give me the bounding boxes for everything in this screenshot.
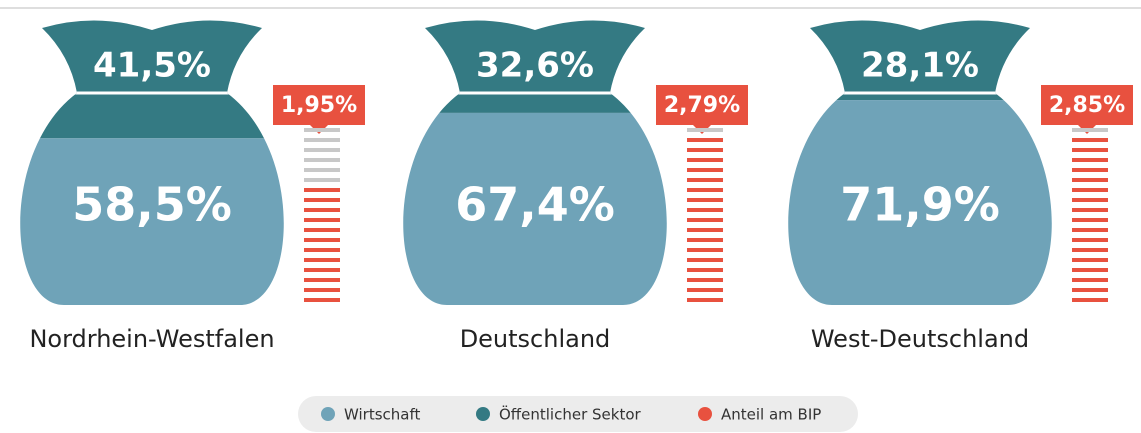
gauge-line [687, 168, 723, 172]
gauge-line [687, 288, 723, 292]
gauge-line [687, 148, 723, 152]
bip-gauge [304, 188, 340, 302]
gauge-line [304, 278, 340, 282]
gauge-line [1072, 258, 1108, 262]
gauge-line [1072, 158, 1108, 162]
legend-label: Wirtschaft [344, 406, 420, 424]
gauge-line [687, 268, 723, 272]
gauge-line [304, 238, 340, 242]
legend-label: Öffentlicher Sektor [499, 405, 642, 424]
gauge-line [304, 268, 340, 272]
gauge-line [304, 128, 340, 132]
gauge-line [1072, 248, 1108, 252]
gauge-line [304, 138, 340, 142]
gauge-line [1072, 178, 1108, 182]
gauge-line [1072, 168, 1108, 172]
legend-box [298, 396, 858, 432]
gauge-line [1072, 228, 1108, 232]
legend-dot [476, 407, 490, 421]
top-value: 32,6% [476, 46, 594, 86]
bottom-value: 58,5% [72, 178, 232, 232]
gauge-line [304, 218, 340, 222]
gauge-line [1072, 128, 1108, 132]
gauge-line [687, 138, 723, 142]
gauge-line [687, 198, 723, 202]
gauge-line [1072, 268, 1108, 272]
gauge-line [304, 248, 340, 252]
gauge-line [687, 178, 723, 182]
gauge-line [1072, 208, 1108, 212]
bottom-value: 71,9% [840, 178, 1000, 232]
gauge-line [304, 168, 340, 172]
gauge-line [304, 188, 340, 192]
bottom-value: 67,4% [455, 178, 615, 232]
gauge-line [304, 158, 340, 162]
gauge-line [687, 188, 723, 192]
bip-gauge-empty [304, 128, 340, 182]
gauge-line [687, 258, 723, 262]
gauge-line [687, 278, 723, 282]
bip-gauge [687, 138, 723, 302]
gauge-line [304, 198, 340, 202]
bip-gauge-empty [1072, 128, 1108, 132]
legend-label: Anteil am BIP [721, 406, 821, 424]
gauge-line [304, 258, 340, 262]
bag-bottom [403, 112, 667, 306]
top-value: 41,5% [93, 46, 211, 86]
bip-gauge [1072, 138, 1108, 302]
bip-badge [1041, 85, 1133, 125]
top-value: 28,1% [861, 46, 979, 86]
gauge-line [1072, 238, 1108, 242]
gauge-line [687, 158, 723, 162]
gauge-line [1072, 218, 1108, 222]
bip-badge [273, 85, 365, 125]
gauge-line [304, 208, 340, 212]
bip-value: 1,95% [281, 93, 357, 118]
gauge-line [687, 128, 723, 132]
gauge-line [1072, 148, 1108, 152]
bip-gauge-empty [687, 128, 723, 132]
gauge-line [304, 298, 340, 302]
gauge-line [1072, 138, 1108, 142]
category-label: Deutschland [460, 325, 611, 353]
gauge-line [1072, 198, 1108, 202]
gauge-line [1072, 288, 1108, 292]
gauge-line [304, 178, 340, 182]
gauge-line [1072, 298, 1108, 302]
gauge-line [304, 288, 340, 292]
gauge-line [687, 218, 723, 222]
bip-value: 2,79% [664, 93, 740, 118]
gauge-line [687, 238, 723, 242]
bag [788, 20, 1052, 306]
legend-dot [698, 407, 712, 421]
gauge-line [687, 228, 723, 232]
bag-bottom [20, 138, 284, 306]
bag-bottom [788, 100, 1052, 306]
category-label: West-Deutschland [811, 325, 1029, 353]
gauge-line [687, 208, 723, 212]
gauge-line [1072, 188, 1108, 192]
gauge-line [687, 248, 723, 252]
legend-dot [321, 407, 335, 421]
gauge-line [304, 148, 340, 152]
gauge-line [687, 298, 723, 302]
bip-value: 2,85% [1049, 93, 1125, 118]
gauge-line [1072, 278, 1108, 282]
gauge-line [304, 228, 340, 232]
bip-badge [656, 85, 748, 125]
category-label: Nordrhein-Westfalen [29, 325, 274, 353]
